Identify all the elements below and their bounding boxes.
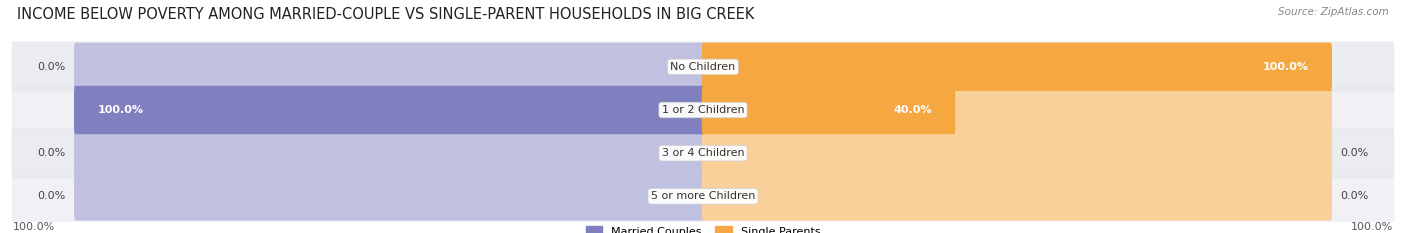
FancyBboxPatch shape: [11, 171, 1395, 222]
FancyBboxPatch shape: [11, 85, 1395, 135]
Text: 100.0%: 100.0%: [1263, 62, 1309, 72]
FancyBboxPatch shape: [75, 172, 704, 221]
Text: 0.0%: 0.0%: [1340, 148, 1368, 158]
Text: 0.0%: 0.0%: [38, 62, 66, 72]
Text: 100.0%: 100.0%: [1351, 222, 1393, 232]
Text: 0.0%: 0.0%: [38, 191, 66, 201]
Text: No Children: No Children: [671, 62, 735, 72]
Text: 5 or more Children: 5 or more Children: [651, 191, 755, 201]
Text: INCOME BELOW POVERTY AMONG MARRIED-COUPLE VS SINGLE-PARENT HOUSEHOLDS IN BIG CRE: INCOME BELOW POVERTY AMONG MARRIED-COUPL…: [17, 7, 754, 22]
Text: Source: ZipAtlas.com: Source: ZipAtlas.com: [1278, 7, 1389, 17]
Legend: Married Couples, Single Parents: Married Couples, Single Parents: [583, 224, 823, 233]
FancyBboxPatch shape: [11, 128, 1395, 179]
FancyBboxPatch shape: [75, 43, 704, 91]
FancyBboxPatch shape: [702, 86, 1331, 134]
Text: 0.0%: 0.0%: [1340, 191, 1368, 201]
FancyBboxPatch shape: [702, 129, 1331, 177]
Text: 1 or 2 Children: 1 or 2 Children: [662, 105, 744, 115]
FancyBboxPatch shape: [702, 43, 1331, 91]
FancyBboxPatch shape: [702, 172, 1331, 221]
FancyBboxPatch shape: [75, 86, 704, 134]
Text: 100.0%: 100.0%: [97, 105, 143, 115]
FancyBboxPatch shape: [702, 43, 1331, 91]
FancyBboxPatch shape: [75, 86, 704, 134]
FancyBboxPatch shape: [702, 86, 955, 134]
FancyBboxPatch shape: [11, 41, 1395, 92]
Text: 40.0%: 40.0%: [894, 105, 932, 115]
FancyBboxPatch shape: [75, 129, 704, 177]
Text: 3 or 4 Children: 3 or 4 Children: [662, 148, 744, 158]
Text: 100.0%: 100.0%: [13, 222, 55, 232]
Text: 0.0%: 0.0%: [38, 148, 66, 158]
